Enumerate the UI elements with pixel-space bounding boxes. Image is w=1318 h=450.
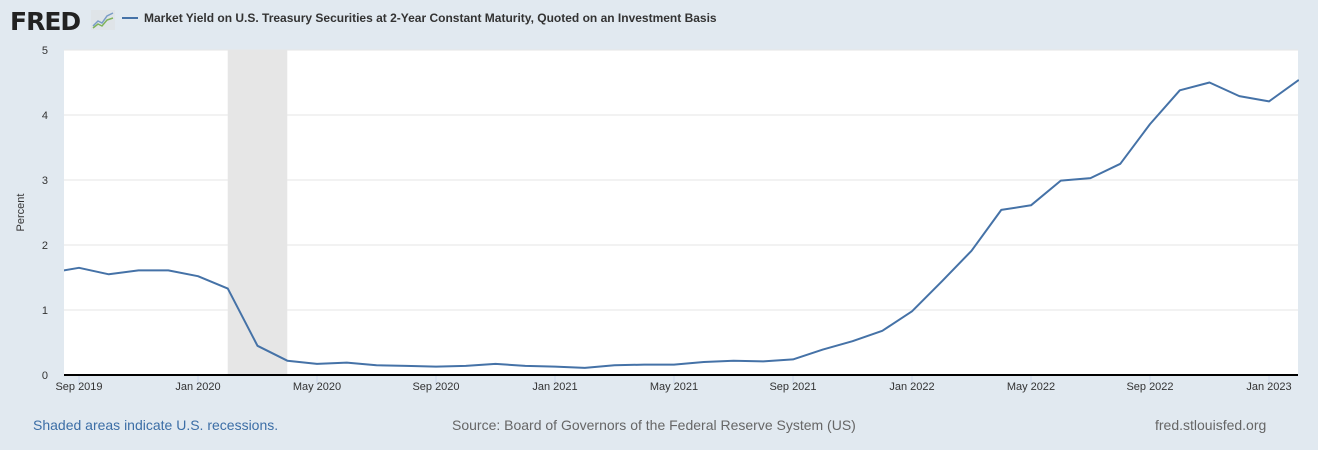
y-tick-label: 0 bbox=[42, 370, 48, 382]
legend-series-title: Market Yield on U.S. Treasury Securities… bbox=[144, 11, 717, 25]
x-tick-label: Sep 2020 bbox=[412, 381, 459, 393]
recession-shade bbox=[227, 50, 288, 375]
fred-logo-graph-icon bbox=[91, 10, 115, 30]
x-tick-label: Sep 2022 bbox=[1126, 381, 1173, 393]
y-tick-label: 2 bbox=[42, 240, 48, 252]
recession-note-link[interactable]: Shaded areas indicate U.S. recessions. bbox=[33, 417, 279, 433]
y-tick-label: 5 bbox=[42, 45, 48, 57]
x-tick-label: May 2021 bbox=[650, 381, 698, 393]
line-chart: 0 1 2 3 4 5 Sep 2019 Jan 2020 May 2020 Sep 2020 Ja… bbox=[15, 45, 1299, 393]
x-tick-label: Sep 2019 bbox=[55, 381, 102, 393]
x-tick-label: Jan 2020 bbox=[175, 381, 220, 393]
x-tick-label: Sep 2021 bbox=[769, 381, 816, 393]
x-tick-label: Jan 2022 bbox=[889, 381, 934, 393]
x-tick-label: Jan 2021 bbox=[532, 381, 577, 393]
y-tick-label: 1 bbox=[42, 305, 48, 317]
fred-logo[interactable]: FRED bbox=[10, 7, 81, 36]
x-tick-label: May 2020 bbox=[293, 381, 341, 393]
y-axis-label: Percent bbox=[15, 194, 27, 232]
source-text: Source: Board of Governors of the Federa… bbox=[452, 417, 856, 433]
site-link[interactable]: fred.stlouisfed.org bbox=[1155, 417, 1267, 433]
chart-legend: Market Yield on U.S. Treasury Securities… bbox=[122, 11, 717, 25]
x-tick-label: Jan 2023 bbox=[1246, 381, 1291, 393]
series-line bbox=[64, 79, 1299, 369]
y-tick-label: 4 bbox=[42, 110, 48, 122]
x-tick-label: May 2022 bbox=[1007, 381, 1055, 393]
legend-line-swatch bbox=[122, 17, 138, 19]
y-tick-label: 3 bbox=[42, 175, 48, 187]
